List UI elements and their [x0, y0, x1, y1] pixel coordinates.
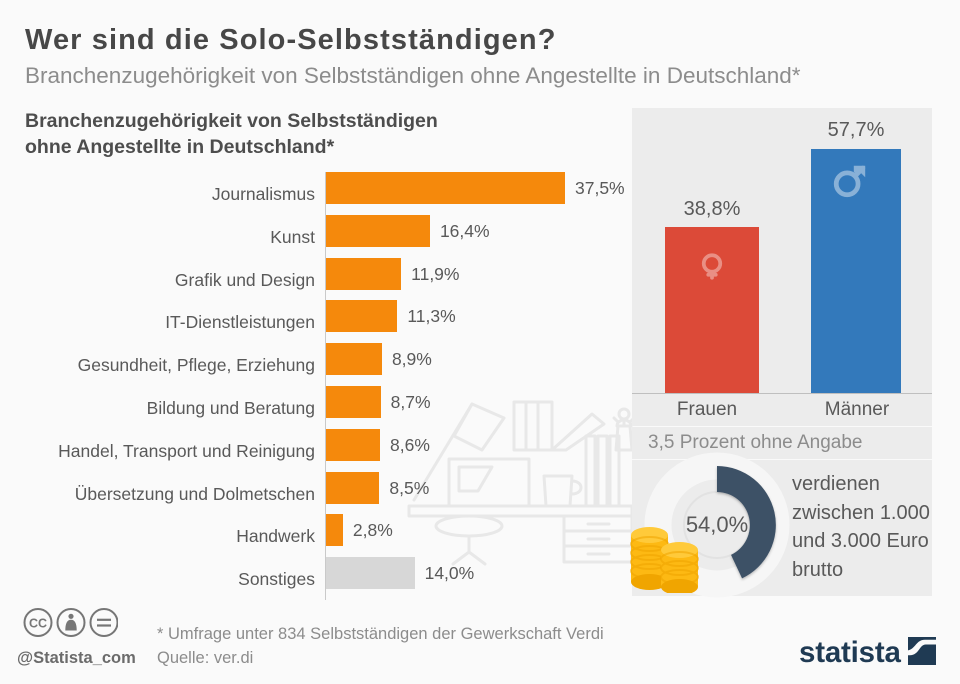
- svg-text:CC: CC: [29, 617, 47, 631]
